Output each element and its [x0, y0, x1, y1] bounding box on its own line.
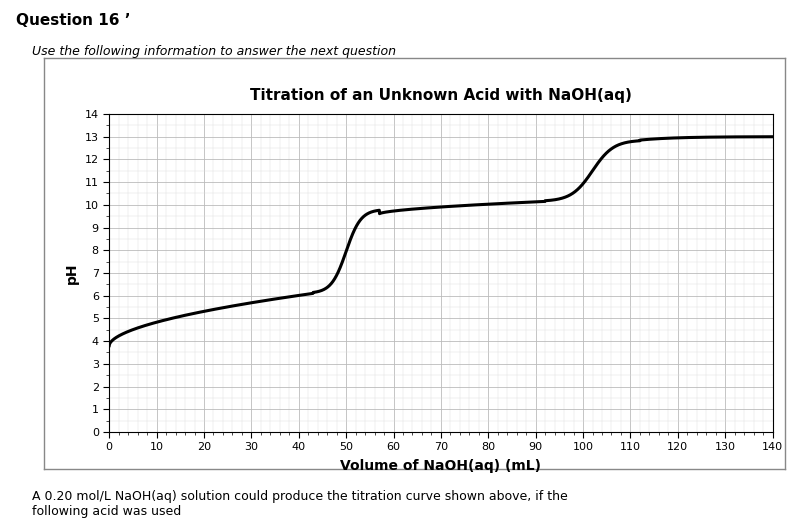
Text: A 0.20 mol/L NaOH(aq) solution could produce the titration curve shown above, if: A 0.20 mol/L NaOH(aq) solution could pro… — [32, 490, 568, 518]
X-axis label: Volume of NaOH(aq) (mL): Volume of NaOH(aq) (mL) — [341, 460, 541, 473]
Y-axis label: pH: pH — [65, 262, 79, 284]
Title: Titration of an Unknown Acid with NaOH(aq): Titration of an Unknown Acid with NaOH(a… — [250, 88, 632, 103]
Text: Use the following information to answer the next question: Use the following information to answer … — [32, 45, 396, 58]
Text: Question 16 ’: Question 16 ’ — [16, 13, 131, 28]
